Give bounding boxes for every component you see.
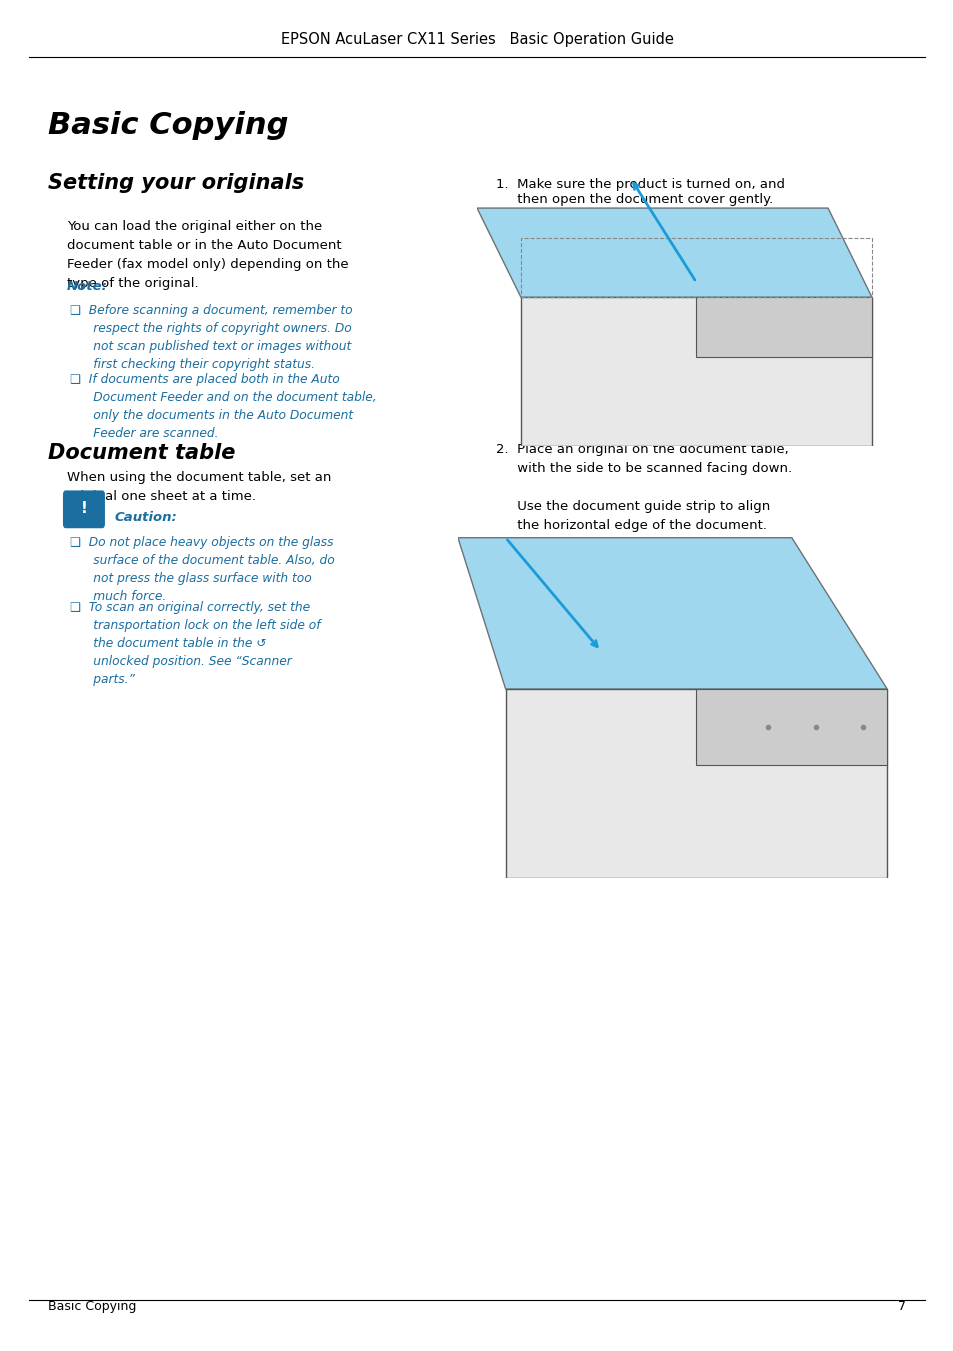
Text: Note:: Note: [67,280,108,293]
Text: Basic Copying: Basic Copying [48,1300,136,1313]
Text: When using the document table, set an
original one sheet at a time.: When using the document table, set an or… [67,471,331,504]
Text: ❑  Do not place heavy objects on the glass
      surface of the document table. : ❑ Do not place heavy objects on the glas… [70,536,335,604]
Text: Document table: Document table [48,443,234,463]
Text: 2.  Place an original on the document table,
     with the side to be scanned fa: 2. Place an original on the document tab… [496,443,791,532]
Text: 7: 7 [898,1300,905,1313]
FancyBboxPatch shape [63,490,105,528]
Text: !: ! [80,501,88,516]
Text: ❑  Before scanning a document, remember to
      respect the rights of copyright: ❑ Before scanning a document, remember t… [70,304,352,372]
Text: Caution:: Caution: [114,511,177,524]
Text: ❑  If documents are placed both in the Auto
      Document Feeder and on the doc: ❑ If documents are placed both in the Au… [70,373,375,440]
Text: Basic Copying: Basic Copying [48,111,288,139]
Text: EPSON AcuLaser CX11 Series   Basic Operation Guide: EPSON AcuLaser CX11 Series Basic Operati… [280,32,673,47]
Text: ❑  To scan an original correctly, set the
      transportation lock on the left : ❑ To scan an original correctly, set the… [70,601,320,686]
Text: Setting your originals: Setting your originals [48,173,303,193]
Text: 1.  Make sure the product is turned on, and
     then open the document cover ge: 1. Make sure the product is turned on, a… [496,178,784,207]
Text: You can load the original either on the
document table or in the Auto Document
F: You can load the original either on the … [67,220,348,290]
